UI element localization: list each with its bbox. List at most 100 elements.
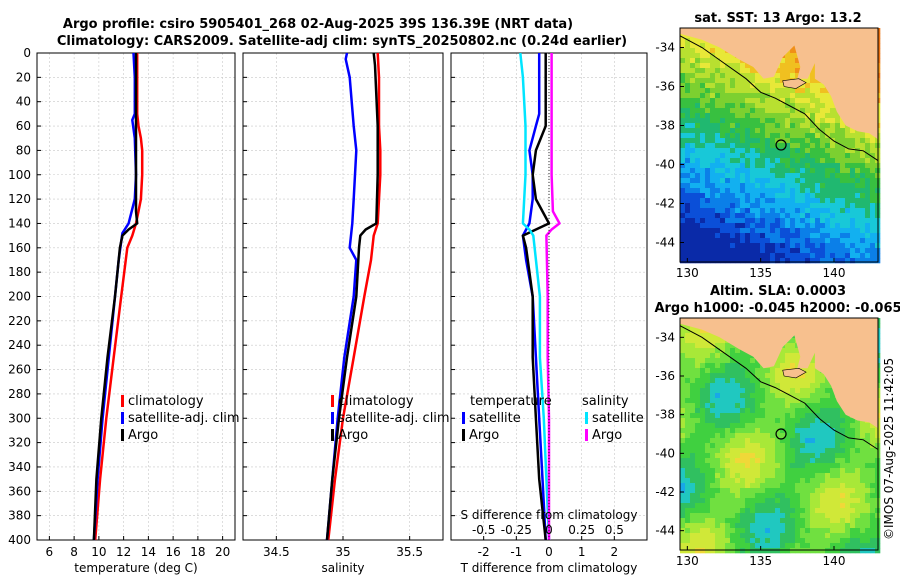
map-pixel — [845, 423, 851, 429]
map-pixel — [755, 208, 761, 214]
map-pixel — [705, 258, 711, 264]
map-pixel — [845, 448, 851, 454]
map-pixel — [690, 388, 696, 394]
map-pixel — [845, 518, 851, 524]
map-pixel — [680, 238, 686, 244]
map-pixel — [775, 183, 781, 189]
x-tick-label: -2 — [478, 545, 490, 559]
map-pixel — [850, 498, 856, 504]
series-line-s-argo — [545, 53, 561, 540]
map-pixel — [745, 533, 751, 539]
map-pixel — [730, 383, 736, 389]
island-area — [782, 78, 807, 89]
map-pixel — [705, 453, 711, 459]
map-pixel — [825, 488, 831, 494]
map-pixel — [735, 63, 741, 69]
map-pixel — [725, 73, 731, 79]
map-pixel — [735, 163, 741, 169]
map-pixel — [805, 193, 811, 199]
map-pixel — [735, 468, 741, 474]
map-pixel — [710, 383, 716, 389]
map-pixel — [755, 543, 761, 549]
map-pixel — [700, 198, 706, 204]
map-pixel — [685, 468, 691, 474]
map-pixel — [710, 58, 716, 64]
map-pixel — [825, 463, 831, 469]
map-pixel — [705, 183, 711, 189]
map-pixel — [815, 198, 821, 204]
map-pixel — [740, 403, 746, 409]
map-pixel — [790, 338, 796, 344]
map-pixel — [710, 243, 716, 249]
map-pixel — [855, 233, 861, 239]
map-pixel — [820, 398, 826, 404]
map-pixel — [765, 233, 771, 239]
map-pixel — [775, 458, 781, 464]
map-pixel — [715, 448, 721, 454]
map-pixel — [800, 513, 806, 519]
map-pixel — [845, 508, 851, 514]
map-pixel — [735, 408, 741, 414]
map-pixel — [690, 213, 696, 219]
map-pixel — [760, 198, 766, 204]
map-pixel — [740, 413, 746, 419]
map-pixel — [780, 448, 786, 454]
map-pixel — [870, 138, 876, 144]
map-pixel — [850, 143, 856, 149]
map-pixel — [780, 428, 786, 434]
map-pixel — [765, 88, 771, 94]
map-pixel — [770, 388, 776, 394]
map-pixel — [855, 158, 861, 164]
legend-swatch — [585, 412, 588, 424]
map-pixel — [720, 148, 726, 154]
map-pixel — [770, 193, 776, 199]
map-pixel — [785, 243, 791, 249]
map-pixel — [760, 523, 766, 529]
map-pixel — [740, 538, 746, 544]
map-pixel — [680, 453, 686, 459]
map-pixel — [730, 173, 736, 179]
map-pixel — [825, 188, 831, 194]
map-pixel — [745, 83, 751, 89]
map-pixel — [765, 213, 771, 219]
map-pixel — [740, 188, 746, 194]
map-pixel — [715, 493, 721, 499]
map-pixel — [810, 133, 816, 139]
map-pixel — [790, 113, 796, 119]
map-pixel — [805, 238, 811, 244]
map-pixel — [795, 363, 801, 369]
map-pixel — [730, 213, 736, 219]
map-pixel — [700, 423, 706, 429]
map-pixel — [705, 418, 711, 424]
map-pixel — [830, 253, 836, 259]
map-pixel — [730, 538, 736, 544]
map-pixel — [795, 443, 801, 449]
map-pixel — [755, 198, 761, 204]
map-pixel — [720, 468, 726, 474]
map-pixel — [870, 253, 876, 259]
map-pixel — [830, 513, 836, 519]
map-pixel — [725, 503, 731, 509]
map-pixel — [785, 203, 791, 209]
map-pixel — [865, 238, 871, 244]
map-pixel — [820, 258, 826, 264]
map-pixel — [715, 373, 721, 379]
map-pixel — [845, 258, 851, 264]
map-frame — [679, 27, 879, 263]
map-pixel — [790, 438, 796, 444]
map-pixel — [800, 443, 806, 449]
map-pixel — [840, 153, 846, 159]
legend-swatch — [121, 395, 124, 407]
map-pixel — [800, 243, 806, 249]
map-pixel — [805, 213, 811, 219]
map-pixel — [765, 448, 771, 454]
map-pixel — [700, 528, 706, 534]
map-pixel — [750, 223, 756, 229]
map-pixel — [710, 223, 716, 229]
map-pixel — [745, 548, 751, 554]
map-pixel — [830, 223, 836, 229]
map-pixel — [790, 508, 796, 514]
map-pixel — [710, 218, 716, 224]
map-pixel — [795, 248, 801, 254]
map-pixel — [785, 133, 791, 139]
